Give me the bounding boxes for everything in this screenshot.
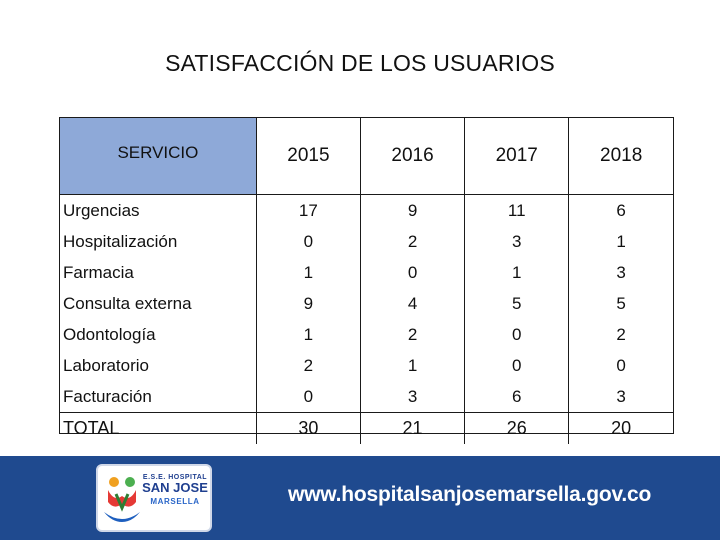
cell-value: 2 xyxy=(616,324,626,344)
row-service-name: Laboratorio xyxy=(60,350,257,381)
row-service-name: Odontología xyxy=(60,319,257,350)
cell-value: 2 xyxy=(256,350,361,381)
table-row: Laboratorio 2 1 0 0 xyxy=(60,350,673,381)
cell-value: 5 xyxy=(464,288,570,319)
cell-value: 0 xyxy=(256,381,361,413)
total-value: 30 xyxy=(256,412,361,444)
cell-value: 9 xyxy=(256,288,361,319)
satisfaction-table: SERVICIO 2015 2016 2017 2018 Urgencias 1… xyxy=(59,117,674,444)
cell-value: 0 xyxy=(256,226,361,257)
cell-value: 11 xyxy=(464,194,570,226)
logo-line-3: MARSELLA xyxy=(150,497,200,506)
row-service-name: Facturación xyxy=(60,381,257,413)
cell-value: 2 xyxy=(360,319,466,350)
table-row: Odontología 1 2 0 2 xyxy=(60,319,673,350)
row-service-name: Urgencias xyxy=(60,194,257,226)
table-row: Urgencias 17 9 11 6 xyxy=(60,194,673,226)
table-row: Facturación 0 3 6 3 xyxy=(60,381,673,413)
cell-value: 3 xyxy=(360,381,466,413)
cell-value: 17 xyxy=(256,194,361,226)
footer-band: E.S.E. HOSPITAL SAN JOSE MARSELLA www.ho… xyxy=(0,456,720,540)
cell-value: 0 xyxy=(464,350,570,381)
cell-value: 1 xyxy=(256,257,361,288)
table-row: Hospitalización 0 2 3 1 xyxy=(60,226,673,257)
header-2017: 2017 xyxy=(464,118,570,195)
table-header-row: SERVICIO 2015 2016 2017 2018 xyxy=(60,118,673,195)
row-service-name: Farmacia xyxy=(60,257,257,288)
table-row: Consulta externa 9 4 5 5 xyxy=(60,288,673,319)
table-row: Farmacia 1 0 1 3 xyxy=(60,257,673,288)
page-title: SATISFACCIÓN DE LOS USUARIOS xyxy=(165,50,555,76)
cell-value: 9 xyxy=(360,194,466,226)
logo-line-1: E.S.E. HOSPITAL xyxy=(142,474,208,481)
hospital-logo: E.S.E. HOSPITAL SAN JOSE MARSELLA xyxy=(96,464,212,532)
cell-value: 5 xyxy=(616,293,626,313)
total-value: 26 xyxy=(464,412,570,444)
cell-value: 3 xyxy=(616,386,626,406)
cell-value: 0 xyxy=(616,355,626,375)
cell-value: 1 xyxy=(256,319,361,350)
total-label: TOTAL xyxy=(60,412,257,444)
header-servicio: SERVICIO xyxy=(60,118,257,195)
website-url: www.hospitalsanjosemarsella.gov.co xyxy=(288,483,652,506)
cell-value: 6 xyxy=(464,381,570,413)
total-value: 20 xyxy=(568,412,673,444)
cell-value: 0 xyxy=(360,257,466,288)
cell-value: 1 xyxy=(360,350,466,381)
cell-value: 2 xyxy=(360,226,466,257)
row-service-name: Consulta externa xyxy=(60,288,257,319)
total-value: 21 xyxy=(360,412,466,444)
cell-value: 3 xyxy=(464,226,570,257)
people-hands-icon xyxy=(104,477,140,522)
cell-value: 1 xyxy=(464,257,570,288)
cell-value: 4 xyxy=(360,288,466,319)
header-2016: 2016 xyxy=(360,118,466,195)
row-service-name: Hospitalización xyxy=(60,226,257,257)
cell-value: 3 xyxy=(616,262,626,282)
logo-line-2: SAN JOSE xyxy=(142,480,208,495)
cell-value: 1 xyxy=(616,231,626,251)
header-2018: 2018 xyxy=(568,118,673,195)
table-total-row: TOTAL 30 21 26 20 xyxy=(60,412,673,444)
cell-value: 0 xyxy=(464,319,570,350)
cell-value: 6 xyxy=(616,200,626,220)
header-2015: 2015 xyxy=(256,118,361,195)
